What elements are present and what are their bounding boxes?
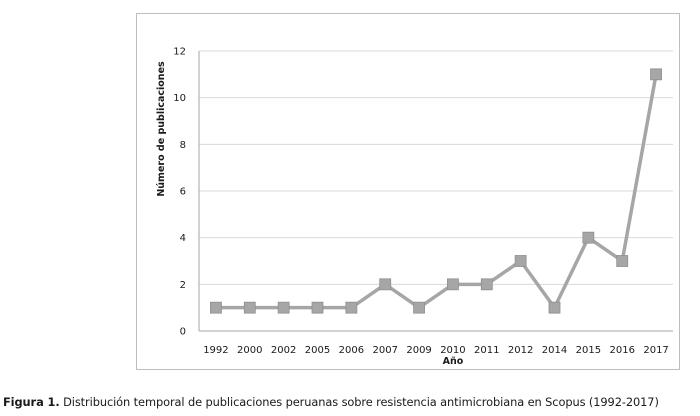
y-tick-label: 10: [173, 93, 186, 104]
data-point-marker: [514, 255, 527, 267]
data-point-marker: [582, 231, 595, 244]
x-tick-labels: 1992 2000 2002 2005 2006 2007 2009 2010 2011 2012…: [203, 345, 669, 356]
x-tick-label: 2015: [576, 345, 601, 356]
y-tick-label: 12: [173, 47, 186, 58]
y-tick-label: 4: [180, 233, 186, 244]
gridlines: [199, 50, 673, 285]
x-tick-label: 2007: [372, 345, 397, 356]
line-chart: 0 2 4 6 8 10 12 1992 2000 2002 2005 2006 2007 2009 20…: [156, 47, 673, 367]
data-point-marker: [311, 301, 324, 314]
data-point-marker: [616, 255, 629, 267]
data-point-marker: [210, 301, 222, 314]
data-point-marker: [379, 278, 392, 291]
x-tick-label: 2002: [271, 345, 296, 356]
y-tick-label: 2: [180, 280, 186, 291]
x-tick-label: 2016: [609, 345, 634, 356]
x-tick-label: 1992: [203, 345, 228, 356]
axes: [198, 51, 673, 332]
chart-area: 0 2 4 6 8 10 12 1992 2000 2002 2005 2006 2007 2009 20…: [136, 13, 680, 370]
data-point-marker: [447, 278, 459, 291]
data-point-marker: [480, 278, 493, 291]
y-tick-label: 8: [180, 140, 186, 151]
x-tick-label: 2009: [406, 345, 431, 356]
data-point-marker: [277, 301, 290, 314]
marker-layer: [210, 68, 662, 314]
data-point-marker: [548, 301, 561, 314]
data-point-marker: [345, 301, 358, 314]
data-point-marker: [413, 301, 425, 314]
x-tick-label: 2012: [508, 345, 533, 356]
data-point-marker: [243, 301, 256, 314]
figure-caption: Figura 1. Distribución temporal de publi…: [3, 395, 697, 409]
x-tick-label: 2017: [643, 345, 668, 356]
x-tick-label: 2000: [237, 345, 262, 356]
y-tick-label: 6: [180, 187, 186, 198]
y-tick-label: 0: [180, 327, 186, 338]
x-tick-label: 2005: [305, 345, 330, 356]
x-tick-label: 2010: [440, 345, 465, 356]
x-tick-label: 2006: [339, 345, 364, 356]
y-axis-title: Número de publicaciones: [156, 61, 167, 197]
x-tick-label: 2014: [542, 345, 567, 356]
y-tick-labels: 0 2 4 6 8 10 12: [173, 47, 186, 338]
figure-caption-text: Distribución temporal de publicaciones p…: [63, 395, 659, 409]
figure-label: Figura 1.: [3, 395, 60, 409]
data-point-marker: [650, 68, 662, 81]
x-tick-label: 2011: [474, 345, 499, 356]
x-axis-title: Año: [443, 356, 464, 367]
